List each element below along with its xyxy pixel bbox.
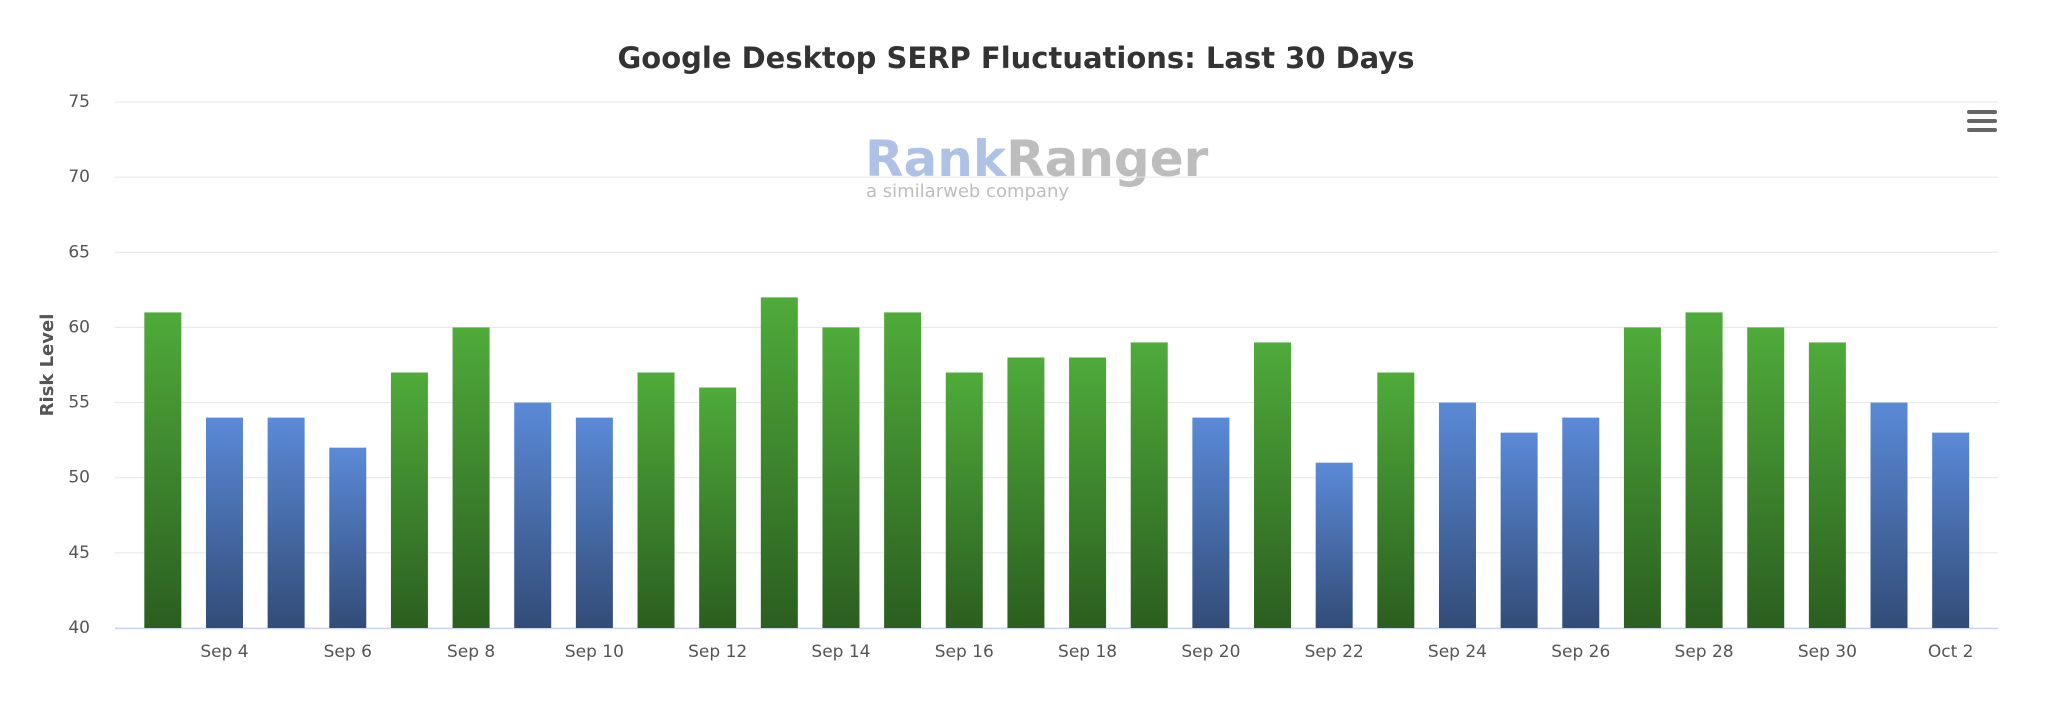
bar [822,327,860,628]
y-tick-label: 65 [68,242,90,262]
y-tick-label: 60 [68,317,90,337]
y-tick-label: 45 [68,543,90,563]
bar [1747,327,1785,628]
y-tick-label: 50 [68,468,90,488]
bar [945,372,983,628]
menu-bar [1967,128,1997,132]
bar [452,327,490,628]
x-tick-label: Sep 14 [811,642,870,662]
y-tick-label: 75 [68,92,90,112]
watermark: RankRanger a similarweb company [865,130,1209,203]
x-tick-label: Sep 18 [1058,642,1117,662]
bar [884,312,922,628]
bar [575,417,613,628]
watermark-brand-first: Rank [865,130,1008,188]
watermark-brand: RankRanger [865,130,1209,188]
bar [1685,312,1723,628]
bar [205,417,243,628]
y-tick-label: 55 [68,393,90,413]
bar [1808,342,1846,628]
x-tick-label: Sep 6 [324,642,372,662]
bar [1438,402,1476,628]
bar [1315,462,1353,628]
bar [1562,417,1600,628]
x-tick-label: Sep 8 [447,642,495,662]
menu-bar [1967,119,1997,123]
x-tick-label: Sep 30 [1798,642,1857,662]
x-tick-label: Sep 16 [935,642,994,662]
x-tick-label: Sep 10 [565,642,624,662]
x-tick-label: Sep 22 [1305,642,1364,662]
bar [390,372,428,628]
x-tick-label: Sep 26 [1551,642,1610,662]
bar [637,372,675,628]
menu-bar [1967,110,1997,114]
x-tick-label: Sep 12 [688,642,747,662]
x-tick-label: Oct 2 [1928,642,1974,662]
bar [1069,357,1107,628]
bar [329,447,367,628]
bar [699,387,737,628]
y-axis-label: Risk Level [37,314,58,417]
x-tick-label: Sep 4 [200,642,248,662]
bar [267,417,305,628]
watermark-brand-second: Ranger [1006,130,1209,188]
chart-title: Google Desktop SERP Fluctuations: Last 3… [617,41,1414,75]
bar [1007,357,1045,628]
bar [1870,402,1908,628]
x-tick-label: Sep 28 [1675,642,1734,662]
y-tick-label: 40 [68,618,90,638]
bar [1623,327,1661,628]
bar [514,402,552,628]
y-tick-label: 70 [68,167,90,187]
bar [1130,342,1168,628]
bar [1254,342,1292,628]
bar [1192,417,1230,628]
menu-button[interactable] [1967,110,1997,132]
x-tick-label: Sep 20 [1181,642,1240,662]
bar [1932,432,1970,628]
bar [1377,372,1415,628]
watermark-tagline: a similarweb company [866,181,1069,202]
bar [1500,432,1538,628]
x-tick-label: Sep 24 [1428,642,1487,662]
bar [760,297,798,628]
bar [144,312,182,628]
